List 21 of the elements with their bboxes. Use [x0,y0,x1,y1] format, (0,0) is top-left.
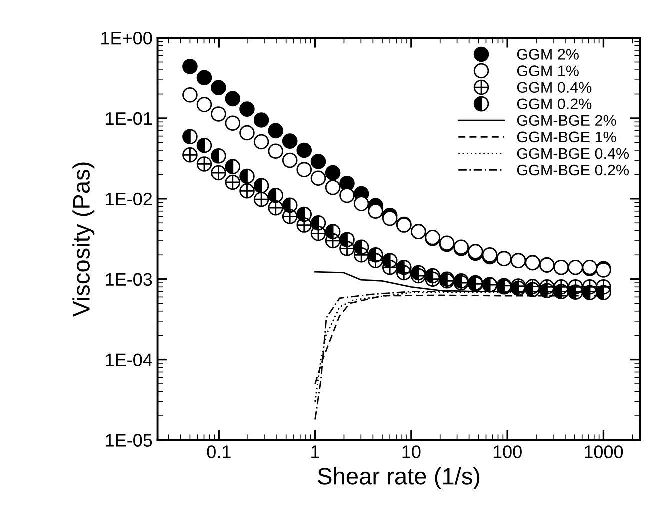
y-tick-label: 1E-03 [106,273,152,286]
y-tick-label: 1E-05 [106,434,152,447]
x-axis-title: Shear rate (1/s) [318,467,480,490]
x-tick-label: 1000 [585,446,624,458]
legend-label: GGM 0.4% [517,82,592,94]
legend-label: GGM-BGE 1% [517,132,616,143]
legend-label: GGM-BGE 2% [517,115,616,126]
y-tick-label: 1E-04 [106,354,152,367]
legend-label: GGM 1% [517,66,579,76]
y-tick-label: 1E+00 [102,32,152,45]
legend-label: GGM-BGE 0.2% [517,164,630,176]
x-tick-label: 100 [494,446,522,458]
legend-label: GGM 2% [517,49,579,60]
x-tick-label: 10 [402,446,421,458]
y-tick-label: 1E-01 [106,112,152,126]
x-tick-label: 0.1 [207,446,231,458]
legend-label: GGM-BGE 0.4% [517,148,630,160]
x-tick-label: 1 [312,446,320,458]
y-tick-label: 1E-02 [106,192,152,206]
y-axis-title: Viscosity (Pas) [72,162,95,317]
legend-label: GGM 0.2% [517,98,592,110]
